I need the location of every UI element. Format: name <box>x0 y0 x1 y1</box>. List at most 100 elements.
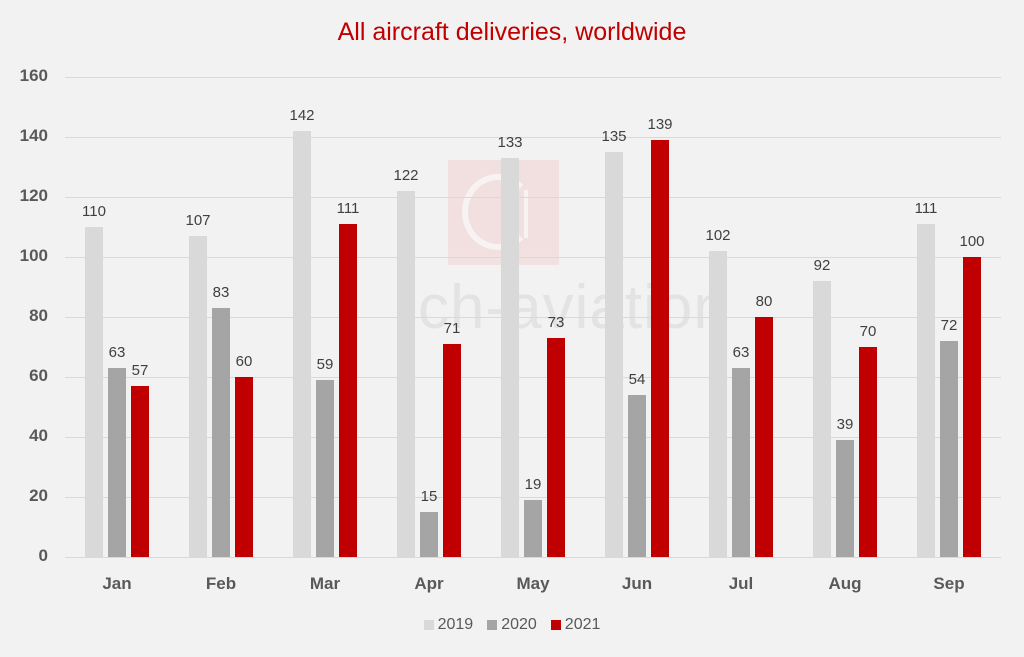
bar-2020 <box>628 395 646 557</box>
data-label: 92 <box>813 257 831 274</box>
category-group: 135 54 139 <box>585 77 689 557</box>
data-label: 111 <box>914 200 938 217</box>
gridline <box>65 137 1001 138</box>
data-label: 70 <box>859 323 877 340</box>
category-group: 110 63 57 <box>65 77 169 557</box>
legend: 2019 2020 2021 <box>0 616 1024 634</box>
category-group: 133 19 73 <box>481 77 585 557</box>
x-tick-label: Apr <box>414 574 444 593</box>
data-label: 107 <box>185 212 211 229</box>
data-label: 142 <box>289 107 315 124</box>
data-label: 80 <box>755 293 773 310</box>
category-group: 142 59 111 <box>273 77 377 557</box>
category-group: 122 15 71 <box>377 77 481 557</box>
bar-2019 <box>397 191 415 557</box>
bar-2020 <box>316 380 334 557</box>
bar-2021 <box>131 386 149 557</box>
gridline <box>65 77 1001 78</box>
data-label: 139 <box>647 116 673 133</box>
plot-area: 110 63 57 107 83 60 142 59 111 122 15 71 133 19 73 135 5… <box>65 77 1001 558</box>
gridline <box>65 497 1001 498</box>
x-tick-label: Feb <box>205 574 237 593</box>
category-group: 111 72 100 <box>897 77 1001 557</box>
bar-2021 <box>755 317 773 557</box>
y-tick-label: 140 <box>19 126 48 145</box>
data-label: 73 <box>547 314 565 331</box>
data-label: 72 <box>940 317 958 334</box>
category-group: 107 83 60 <box>169 77 273 557</box>
legend-label: 2019 <box>437 616 474 633</box>
gridline <box>65 257 1001 258</box>
data-label: 110 <box>82 203 106 220</box>
bar-2020 <box>836 440 854 557</box>
legend-item-2021: 2021 <box>550 616 601 634</box>
legend-label: 2021 <box>564 616 601 633</box>
legend-label: 2020 <box>501 616 537 633</box>
bar-2019 <box>85 227 103 557</box>
y-tick-label: 80 <box>29 306 48 325</box>
x-tick-label: Sep <box>933 574 965 593</box>
data-label: 122 <box>393 167 419 184</box>
x-tick-label: May <box>516 574 550 593</box>
data-label: 39 <box>836 416 854 433</box>
gridline <box>65 437 1001 438</box>
bar-2019 <box>189 236 207 557</box>
bar-2019 <box>813 281 831 557</box>
data-label: 83 <box>212 284 230 301</box>
gridline <box>65 557 1001 558</box>
bar-2020 <box>732 368 750 557</box>
y-tick-label: 100 <box>19 246 48 265</box>
legend-item-2020: 2020 <box>487 616 537 634</box>
data-label: 135 <box>601 128 627 145</box>
y-tick-label: 60 <box>29 366 48 385</box>
bar-2020 <box>940 341 958 557</box>
legend-swatch-icon <box>487 620 498 630</box>
bar-2019 <box>709 251 727 557</box>
bar-2019 <box>917 224 935 557</box>
legend-item-2019: 2019 <box>423 616 474 634</box>
x-tick-label: Aug <box>828 574 862 593</box>
y-tick-label: 0 <box>38 546 48 565</box>
data-label: 57 <box>131 362 149 379</box>
y-tick-label: 20 <box>29 486 48 505</box>
x-tick-label: Jan <box>102 574 132 593</box>
watermark-text: ch-aviation <box>418 273 729 342</box>
category-group: 102 63 80 <box>689 77 793 557</box>
y-tick-label: 40 <box>29 426 48 445</box>
data-label: 54 <box>628 371 646 388</box>
data-label: 63 <box>108 344 126 361</box>
bar-2020 <box>420 512 438 557</box>
bar-2021 <box>547 338 565 557</box>
chart-title: All aircraft deliveries, worldwide <box>337 18 687 46</box>
data-label: 19 <box>524 476 542 493</box>
data-label: 63 <box>732 344 750 361</box>
data-label: 100 <box>959 233 985 250</box>
bar-2019 <box>605 152 623 557</box>
bar-2021 <box>443 344 461 557</box>
x-tick-label: Mar <box>309 574 341 593</box>
legend-swatch-icon <box>550 620 561 630</box>
bar-2020 <box>524 500 542 557</box>
legend-swatch-icon <box>423 620 434 630</box>
bar-2019 <box>293 131 311 557</box>
data-label: 60 <box>235 353 253 370</box>
y-tick-label: 120 <box>19 186 48 205</box>
y-tick-label: 160 <box>19 66 48 85</box>
data-label: 59 <box>316 356 334 373</box>
bar-2020 <box>108 368 126 557</box>
bar-2021 <box>963 257 981 557</box>
data-label: 71 <box>443 320 461 337</box>
bar-2020 <box>212 308 230 557</box>
x-tick-label: Jun <box>621 574 653 593</box>
data-label: 15 <box>420 488 438 505</box>
bar-2021 <box>339 224 357 557</box>
data-label: 133 <box>497 134 523 151</box>
data-label: 102 <box>705 227 731 244</box>
bar-2021 <box>235 377 253 557</box>
bar-2021 <box>651 140 669 557</box>
category-group: 92 39 70 <box>793 77 897 557</box>
gridline <box>65 317 1001 318</box>
bar-2021 <box>859 347 877 557</box>
gridline <box>65 377 1001 378</box>
x-tick-label: Jul <box>728 574 754 593</box>
